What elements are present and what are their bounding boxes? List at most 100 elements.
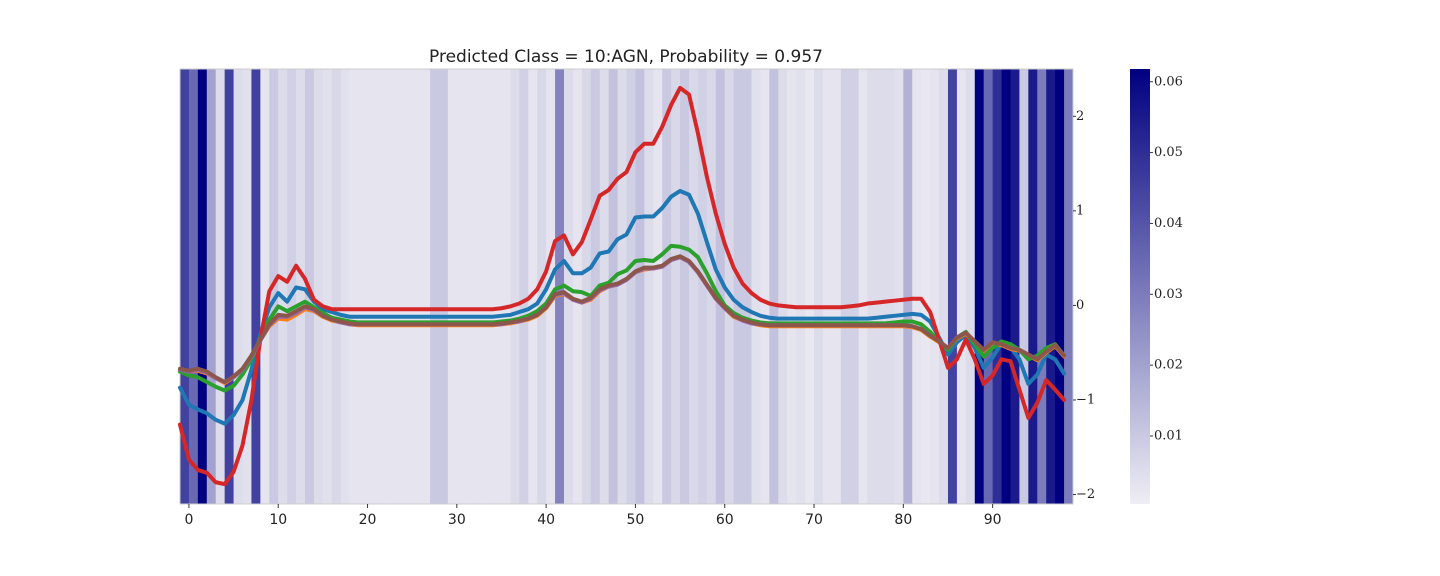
attention-cell — [1001, 69, 1011, 504]
attention-cell — [510, 69, 520, 504]
attention-cell — [751, 69, 761, 504]
attention-cell — [662, 69, 672, 504]
attention-cell — [992, 69, 1002, 504]
attention-cell — [233, 69, 243, 504]
attention-cell — [671, 69, 681, 504]
attention-cell — [251, 69, 261, 504]
x-tick-label: 70 — [805, 512, 823, 528]
attention-cell — [778, 69, 788, 504]
chart-title: Predicted Class = 10:AGN, Probability = … — [429, 47, 823, 67]
attention-cell — [689, 69, 699, 504]
attention-cell — [903, 69, 913, 504]
attention-cell — [617, 69, 627, 504]
attention-cell — [1019, 69, 1029, 504]
attention-cell — [322, 69, 333, 504]
attention-cell — [974, 69, 985, 504]
attention-cell — [697, 69, 708, 504]
attention-cell — [367, 69, 377, 504]
attention-cell — [537, 69, 547, 504]
attention-cell — [528, 69, 538, 504]
attention-cell — [814, 69, 824, 504]
attention-cell — [188, 69, 199, 504]
attention-cell — [805, 69, 815, 504]
attention-cell — [340, 69, 351, 504]
attention-cell — [1046, 69, 1056, 504]
attention-cell — [412, 69, 422, 504]
attention-cell — [1064, 69, 1074, 504]
x-tick-label: 0 — [184, 512, 193, 528]
attention-cell — [519, 69, 529, 504]
attention-cell — [1010, 69, 1020, 504]
attention-cell — [421, 69, 431, 504]
attention-cell — [465, 69, 476, 504]
attention-cell — [590, 69, 601, 504]
attention-cell — [242, 69, 252, 504]
attention-cell — [224, 69, 234, 504]
series-line — [178, 243, 1067, 393]
attention-cell — [180, 69, 190, 504]
y-tick-label: 0 — [1076, 298, 1084, 313]
series-line — [178, 85, 1067, 487]
x-tick-label: 40 — [537, 512, 555, 528]
attention-cell — [447, 69, 458, 504]
attention-cell — [680, 69, 690, 504]
colorbar-tick-label: 0.04 — [1154, 216, 1183, 231]
x-tick-label: 10 — [269, 512, 287, 528]
attention-cell — [724, 69, 735, 504]
attention-cell — [358, 69, 368, 504]
attention-cell — [394, 69, 404, 504]
attention-cell — [287, 69, 297, 504]
series-line — [178, 188, 1067, 426]
plot-frame — [179, 68, 1074, 505]
y-tick-label: 2 — [1076, 109, 1084, 124]
attention-cell — [796, 69, 806, 504]
attention-cell — [438, 69, 449, 504]
attention-cell — [331, 69, 342, 504]
attention-cell — [474, 69, 485, 504]
attention-cell — [546, 69, 556, 504]
series-line — [178, 254, 1067, 385]
y-tick-label: −2 — [1076, 487, 1095, 502]
colorbar — [1130, 69, 1150, 504]
attention-cell — [313, 69, 324, 504]
attention-cell — [1055, 69, 1065, 504]
attention-cell — [626, 69, 636, 504]
attention-cell — [787, 69, 797, 504]
attention-cell — [867, 69, 877, 504]
colorbar-tick-label: 0.01 — [1154, 428, 1183, 443]
attention-cell — [715, 69, 726, 504]
attention-cell — [653, 69, 663, 504]
colorbar-tick-label: 0.05 — [1154, 145, 1183, 160]
attention-cell — [456, 69, 467, 504]
attention-cell — [1028, 69, 1038, 504]
colorbar-tick-label: 0.06 — [1154, 74, 1183, 89]
attention-cell — [206, 69, 217, 504]
y-tick-label: 1 — [1076, 203, 1084, 218]
attention-cell — [403, 69, 413, 504]
attention-cell — [822, 69, 833, 504]
attention-cell — [894, 69, 904, 504]
attention-cell — [349, 69, 359, 504]
x-tick-label: 50 — [627, 512, 645, 528]
attention-cell — [840, 69, 851, 504]
attention-cell — [947, 69, 958, 504]
attention-cell — [876, 69, 886, 504]
attention-cell — [769, 69, 779, 504]
x-tick-label: 60 — [716, 512, 734, 528]
x-tick-label: 80 — [894, 512, 912, 528]
colorbar-tick-label: 0.02 — [1154, 358, 1183, 373]
attention-cell — [921, 69, 931, 504]
attention-cell — [644, 69, 654, 504]
attention-cell — [939, 69, 949, 504]
attention-cell — [930, 69, 940, 504]
attention-cell — [635, 69, 645, 504]
attention-cell — [215, 69, 226, 504]
attention-cell — [733, 69, 743, 504]
colorbar-tick-label: 0.03 — [1154, 287, 1183, 302]
attention-cell — [376, 69, 386, 504]
attention-cell — [858, 69, 869, 504]
attention-cell — [581, 69, 592, 504]
attention-cell — [885, 69, 895, 504]
attention-cell — [385, 69, 395, 504]
